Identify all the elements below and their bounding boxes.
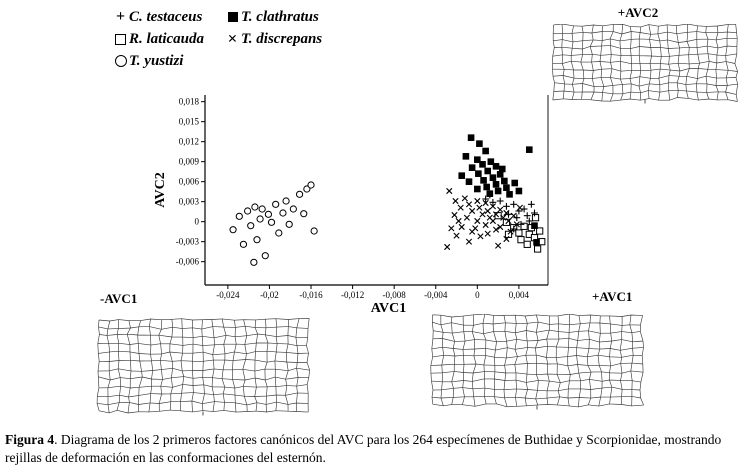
legend-item-t-yustizi: T. yustizi (112, 50, 204, 72)
grid-background (552, 24, 738, 101)
deformation-grid-bottom-left (96, 318, 310, 416)
x-tick-label: 0,004 (509, 290, 530, 300)
cva-scatter-plot: -0,024 -0,02 -0,016 -0,012 -0,008 -0,004 0 0,00… (153, 95, 549, 316)
legend-item-t-discrepans: T. discrepans (224, 28, 322, 50)
legend-label: T. discrepans (241, 30, 323, 47)
species-legend-column-1: C. testaceus R. laticauda T. yustizi (112, 6, 204, 72)
deformation-grid-lines (552, 24, 738, 102)
legend-item-c-testaceus: C. testaceus (112, 6, 204, 28)
legend-symbol-cell (224, 30, 241, 49)
x-axis-title: AVC1 (371, 301, 407, 316)
open-circle-marker-icon (114, 55, 127, 67)
legend-item-r-laticauda: R. laticauda (112, 28, 204, 50)
x-tick-label: -0,012 (341, 290, 364, 300)
legend-symbol-cell (224, 12, 241, 22)
y-tick-label: 0,006 (179, 177, 200, 187)
panel-label-plus-avc1: +AVC1 (592, 289, 633, 304)
y-tick-label: 0,012 (179, 137, 199, 147)
x-marker-icon (228, 30, 238, 49)
x-tick-label: 0 (475, 290, 480, 300)
y-tick-label: 0,003 (179, 197, 200, 207)
y-tick-label: 0 (195, 217, 200, 227)
x-tick-label: -0,02 (260, 290, 279, 300)
x-tick-label: -0,024 (216, 290, 240, 300)
deformation-grid-lines (430, 314, 644, 408)
deformation-grid-lines (96, 318, 310, 414)
series-c-testaceus (482, 191, 538, 233)
legend-symbol-cell (112, 8, 129, 26)
figure-caption: Figura 4. Diagrama de los 2 primeros fac… (5, 431, 737, 467)
open-square-marker-icon (115, 33, 126, 45)
y-tick-label: -0,006 (176, 257, 200, 267)
legend-label: T. yustizi (129, 52, 184, 69)
plus-marker-icon (116, 8, 125, 26)
panel-label-plus-avc2: +AVC2 (617, 5, 659, 20)
deformation-grid-top-right (552, 24, 738, 104)
x-tick-label: -0,016 (299, 290, 323, 300)
caption-figure-number: Figura 4 (5, 432, 55, 447)
legend-label: C. testaceus (129, 8, 203, 25)
y-tick-label: -0,003 (176, 237, 200, 247)
y-axis-title: AVC2 (153, 172, 168, 208)
series-t-clathratus (458, 134, 540, 246)
legend-item-t-clathratus: T. clathratus (224, 6, 322, 28)
y-tick-label: 0,018 (179, 97, 200, 107)
deformation-grid-bottom-right (430, 314, 644, 410)
series-t-yustizi (229, 181, 318, 266)
x-tick-label: -0,004 (424, 290, 448, 300)
panel-label-minus-avc1: -AVC1 (100, 291, 138, 306)
caption-text: . Diagrama de los 2 primeros factores ca… (5, 432, 722, 466)
legend-label: T. clathratus (241, 8, 319, 25)
x-tick-label: -0,008 (383, 290, 407, 300)
series-t-discrepans (444, 187, 524, 251)
legend-symbol-cell (112, 33, 129, 45)
y-tick-label: 0,009 (179, 157, 200, 167)
species-legend-column-2: T. clathratus T. discrepans (224, 6, 322, 50)
filled-square-marker-icon (227, 12, 238, 22)
legend-symbol-cell (112, 55, 129, 67)
y-tick-label: 0,015 (179, 117, 200, 127)
legend-label: R. laticauda (129, 30, 205, 47)
